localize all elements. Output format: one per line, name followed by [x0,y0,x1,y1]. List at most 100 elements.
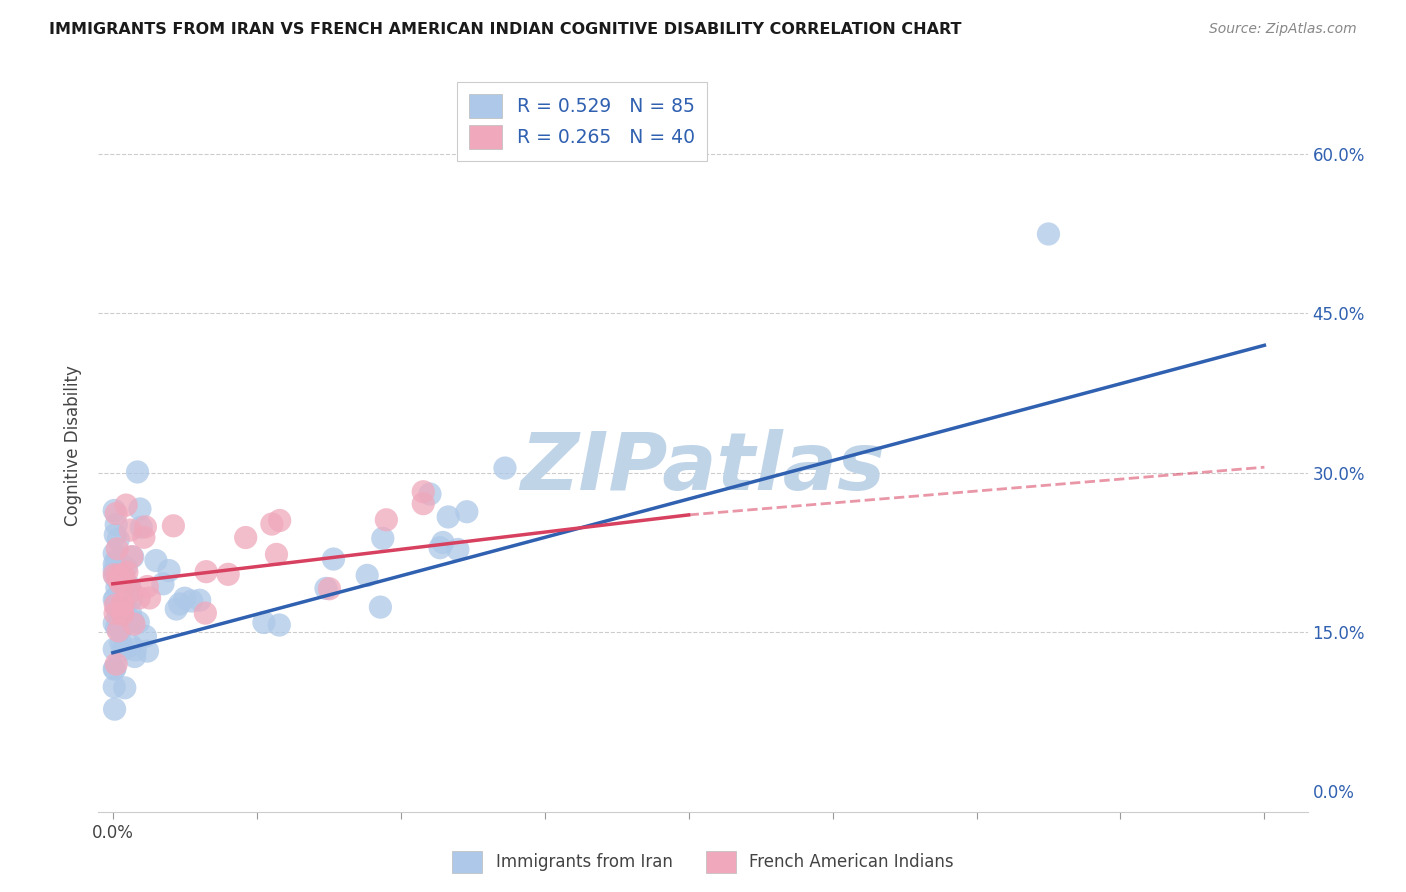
Point [124,649,146,664]
Point [104,591,127,606]
Point [124,643,146,657]
Point [110,563,132,577]
Point [173,591,195,606]
Point [128,591,150,605]
Point [103,616,125,631]
Point [412,484,434,499]
Point [169,597,191,611]
Point [103,680,125,694]
Point [122,615,145,630]
Text: ZIPatlas: ZIPatlas [520,429,886,507]
Point [103,563,125,577]
Point [105,600,128,615]
Point [112,602,135,616]
Point [432,535,454,549]
Point [419,487,441,501]
Point [194,606,217,620]
Point [134,629,156,643]
Point [105,657,128,672]
Point [132,530,155,544]
Point [152,577,174,591]
Point [110,570,132,584]
Point [371,532,394,546]
Point [111,586,134,600]
Point [111,607,134,622]
Point [456,505,478,519]
Point [107,533,129,547]
Point [165,602,187,616]
Text: IMMIGRANTS FROM IRAN VS FRENCH AMERICAN INDIAN COGNITIVE DISABILITY CORRELATION : IMMIGRANTS FROM IRAN VS FRENCH AMERICAN … [49,22,962,37]
Point [115,584,138,599]
Point [104,527,127,541]
Point [114,681,136,695]
Y-axis label: Cognitive Disability: Cognitive Disability [65,366,83,526]
Point [266,548,288,562]
Point [315,582,337,596]
Point [107,574,129,588]
Point [105,620,128,634]
Point [318,582,340,596]
Point [107,624,129,638]
Point [114,576,136,591]
Point [104,662,127,676]
Point [110,621,132,635]
Point [121,549,143,564]
Point [195,565,218,579]
Point [120,606,142,620]
Text: Source: ZipAtlas.com: Source: ZipAtlas.com [1209,22,1357,37]
Point [111,643,134,657]
Point [136,644,159,658]
Point [105,581,128,595]
Point [110,577,132,591]
Point [103,567,125,582]
Point [107,598,129,612]
Point [108,616,131,631]
Point [114,577,136,591]
Point [107,555,129,569]
Point [162,518,184,533]
Point [322,552,344,566]
Point [103,547,125,561]
Legend: R = 0.529   N = 85, R = 0.265   N = 40: R = 0.529 N = 85, R = 0.265 N = 40 [457,82,707,161]
Point [356,568,378,582]
Point [114,611,136,625]
Point [111,599,134,614]
Point [105,507,128,521]
Point [120,523,142,537]
Point [253,615,276,630]
Point [120,584,142,599]
Point [111,619,134,633]
Point [115,606,138,620]
Point [120,639,142,653]
Point [111,598,134,612]
Point [188,593,211,607]
Point [112,568,135,582]
Point [104,702,127,716]
Point [138,591,160,605]
Point [104,599,127,613]
Point [108,612,131,626]
Legend: Immigrants from Iran, French American Indians: Immigrants from Iran, French American In… [446,845,960,880]
Point [110,567,132,582]
Point [145,553,167,567]
Point [103,592,125,607]
Point [115,498,138,512]
Point [136,580,159,594]
Point [103,558,125,572]
Point [105,517,128,532]
Point [104,554,127,568]
Point [103,642,125,657]
Point [370,600,392,615]
Point [429,541,451,555]
Point [105,569,128,583]
Point [104,606,127,620]
Point [110,576,132,591]
Point [121,549,143,564]
Point [217,567,239,582]
Point [115,560,138,574]
Point [127,465,149,479]
Point [129,502,152,516]
Point [127,615,149,630]
Point [111,605,134,619]
Point [269,618,291,632]
